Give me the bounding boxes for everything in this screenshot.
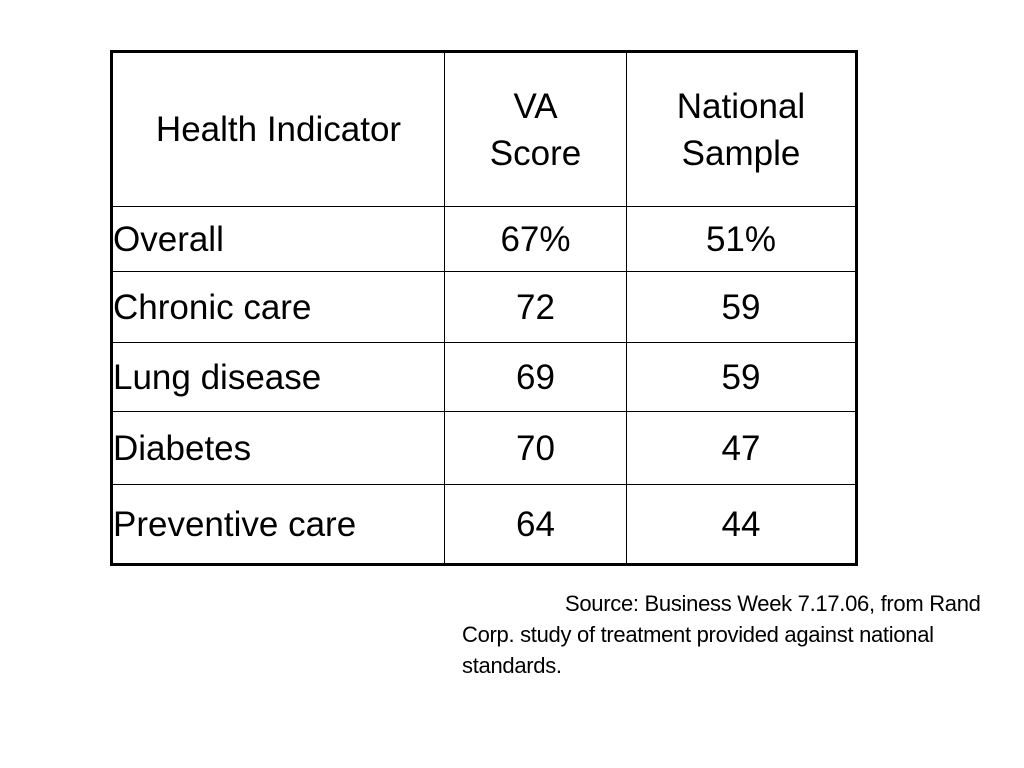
source-note: Source: Business Week 7.17.06, from Rand…	[462, 591, 981, 678]
row-label: Diabetes	[111, 411, 445, 485]
health-indicator-table: Health Indicator VA Score National Sample …	[110, 50, 858, 566]
table-header-row: Health Indicator VA Score National Sample	[111, 51, 857, 207]
header-va-line1: VA	[513, 86, 558, 126]
national-sample-cell: 59	[626, 271, 857, 343]
row-label: Chronic care	[111, 271, 445, 343]
header-national-sample: National Sample	[626, 51, 857, 207]
header-national-line2: Sample	[681, 133, 801, 173]
va-score-cell: 70	[444, 411, 627, 485]
header-va-line2: Score	[489, 133, 582, 173]
row-label: Lung disease	[111, 342, 445, 412]
table-row: Overall 67% 51%	[111, 206, 857, 272]
table-row: Chronic care 72 59	[111, 271, 857, 343]
header-health-indicator-label: Health Indicator	[155, 110, 402, 149]
table-row: Preventive care 64 44	[111, 484, 857, 565]
national-sample-cell: 44	[626, 484, 857, 565]
national-sample-cell: 59	[626, 342, 857, 412]
header-national-line1: National	[676, 86, 806, 126]
row-label: Preventive care	[111, 484, 445, 565]
va-score-cell: 72	[444, 271, 627, 343]
va-score-cell: 69	[444, 342, 627, 412]
va-score-cell: 67%	[444, 206, 627, 272]
national-sample-cell: 47	[626, 411, 857, 485]
header-va-score: VA Score	[444, 51, 627, 207]
row-label: Overall	[111, 206, 445, 272]
va-score-cell: 64	[444, 484, 627, 565]
table-row: Lung disease 69 59	[111, 342, 857, 412]
national-sample-cell: 51%	[626, 206, 857, 272]
table-row: Diabetes 70 47	[111, 411, 857, 485]
header-health-indicator: Health Indicator	[111, 51, 445, 207]
